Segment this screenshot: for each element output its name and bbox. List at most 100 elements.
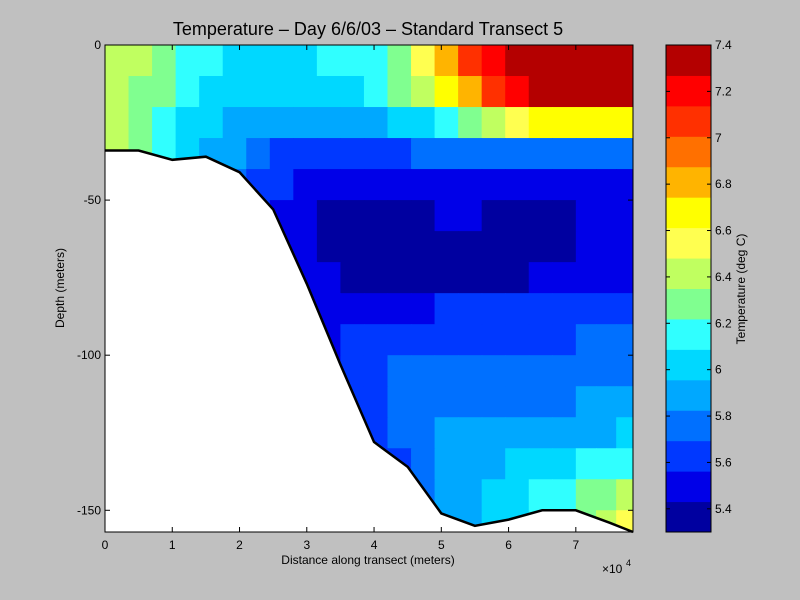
field-cell bbox=[269, 169, 294, 201]
field-cell bbox=[434, 324, 459, 356]
field-cell bbox=[293, 231, 318, 263]
field-cell bbox=[528, 386, 553, 418]
field-cell bbox=[363, 200, 389, 232]
field-cell bbox=[363, 107, 389, 139]
colorbar-frame bbox=[665, 44, 712, 533]
field-cell bbox=[552, 200, 577, 232]
field-cell bbox=[458, 355, 483, 387]
field-cell bbox=[596, 479, 617, 511]
field-cell bbox=[387, 355, 412, 387]
field-cell bbox=[246, 45, 271, 77]
field-cell bbox=[387, 200, 412, 232]
colorbar-tick-label: 5.6 bbox=[715, 455, 732, 469]
field-cell bbox=[596, 324, 617, 356]
field-cell bbox=[528, 324, 553, 356]
field-cell bbox=[528, 448, 553, 480]
field-cell bbox=[316, 262, 342, 294]
field-cell bbox=[458, 262, 483, 294]
field-cell bbox=[505, 76, 530, 108]
field-cell bbox=[293, 76, 318, 108]
colorbar-band bbox=[666, 166, 711, 198]
field-cell bbox=[105, 76, 130, 108]
field-cell bbox=[128, 107, 153, 139]
field-cell bbox=[505, 169, 530, 201]
field-cell bbox=[575, 107, 597, 139]
field-cell bbox=[222, 45, 247, 77]
colorbar-bands bbox=[666, 45, 711, 533]
field-cell bbox=[458, 169, 483, 201]
field-cell bbox=[616, 138, 633, 170]
y-tick-label: 0 bbox=[94, 38, 101, 52]
field-cell bbox=[552, 76, 577, 108]
field-cell bbox=[340, 200, 365, 232]
field-cell bbox=[552, 417, 577, 449]
field-cell bbox=[363, 45, 389, 77]
seabed-fill bbox=[105, 150, 633, 532]
field-cell bbox=[481, 138, 506, 170]
field-cell bbox=[552, 138, 577, 170]
y-tick-label: -150 bbox=[77, 503, 101, 517]
field-cell bbox=[596, 169, 617, 201]
field-cell bbox=[481, 386, 506, 418]
field-cell bbox=[316, 45, 342, 77]
field-cell bbox=[458, 107, 483, 139]
field-cell bbox=[269, 76, 294, 108]
field-cell bbox=[458, 448, 483, 480]
field-cell bbox=[434, 386, 459, 418]
field-cell bbox=[575, 262, 597, 294]
field-cell bbox=[616, 169, 633, 201]
field-cell bbox=[575, 448, 597, 480]
field-cell bbox=[434, 448, 459, 480]
field-cell bbox=[458, 386, 483, 418]
field-cell bbox=[434, 138, 459, 170]
field-cell bbox=[616, 293, 633, 325]
field-cell bbox=[387, 107, 412, 139]
field-cell bbox=[481, 355, 506, 387]
field-cell bbox=[505, 479, 530, 511]
field-cell bbox=[458, 293, 483, 325]
field-cell bbox=[616, 324, 633, 356]
field-cell bbox=[411, 45, 436, 77]
field-cell bbox=[246, 138, 271, 170]
field-cell bbox=[316, 138, 342, 170]
x-tick-label: 5 bbox=[438, 538, 445, 552]
field-cell bbox=[528, 76, 553, 108]
field-cell bbox=[481, 231, 506, 263]
field-cell bbox=[552, 386, 577, 418]
field-cell bbox=[434, 479, 459, 511]
field-cell bbox=[616, 386, 633, 418]
field-cell bbox=[575, 231, 597, 263]
field-cell bbox=[340, 138, 365, 170]
field-cell bbox=[222, 138, 247, 170]
field-cell bbox=[481, 262, 506, 294]
field-cell bbox=[458, 417, 483, 449]
field-cell bbox=[552, 231, 577, 263]
field-cell bbox=[505, 386, 530, 418]
colorbar-tick-label: 5.8 bbox=[715, 409, 732, 423]
field-cell bbox=[363, 355, 389, 387]
field-cell bbox=[616, 200, 633, 232]
x-multiplier-base: ×10 bbox=[602, 562, 623, 576]
field-cell bbox=[434, 76, 459, 108]
field-cell bbox=[411, 324, 436, 356]
field-cell bbox=[458, 479, 483, 511]
y-axis-label: Depth (meters) bbox=[53, 248, 67, 328]
field-cell bbox=[293, 107, 318, 139]
colorbar-band bbox=[666, 349, 711, 381]
field-cell bbox=[363, 231, 389, 263]
field-cell bbox=[387, 231, 412, 263]
field-cell bbox=[434, 417, 459, 449]
field-cell bbox=[616, 355, 633, 387]
x-tick-label: 0 bbox=[102, 538, 109, 552]
field-cell bbox=[434, 200, 459, 232]
field-cell bbox=[596, 76, 617, 108]
field-cell bbox=[105, 45, 130, 77]
field-cell bbox=[528, 355, 553, 387]
colorbar-ticks: 5.4 5.6 5.8 6 6.2 6.4 6.6 6.8 7 7.2 7.4 bbox=[666, 38, 732, 516]
field-cell bbox=[481, 293, 506, 325]
field-cell bbox=[505, 355, 530, 387]
x-axis-ticks: 0 1 2 3 4 5 6 7 bbox=[102, 45, 579, 552]
field-cell bbox=[458, 45, 483, 77]
field-cell bbox=[222, 76, 247, 108]
field-cell bbox=[528, 169, 553, 201]
